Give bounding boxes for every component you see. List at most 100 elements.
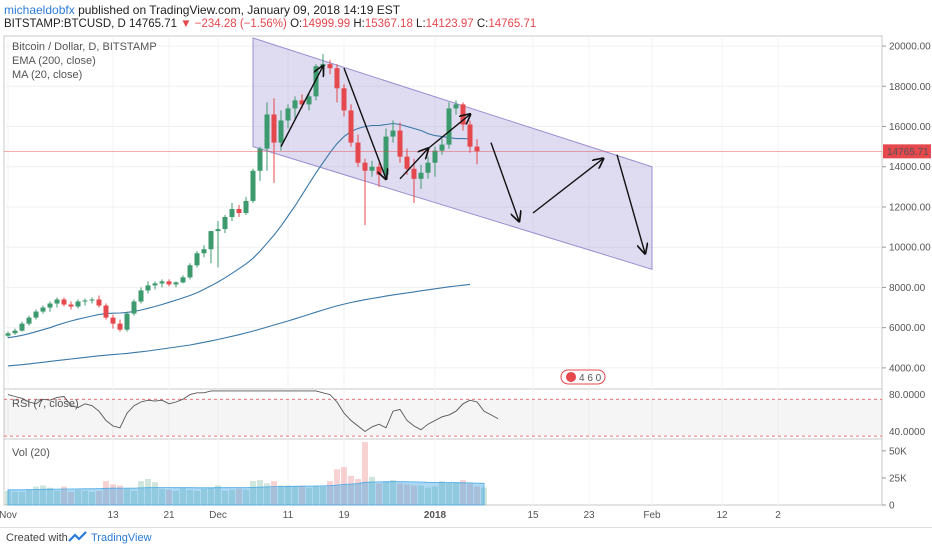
volume-bar	[292, 486, 298, 505]
volume-bar	[54, 490, 60, 505]
trend-arrow	[616, 154, 645, 254]
publication-header: michaeldobfx published on TradingView.co…	[4, 3, 400, 17]
change-value: ▼ −234.28 (−1.56%)	[180, 18, 287, 30]
volume-bar	[12, 492, 18, 505]
candle-body	[474, 146, 480, 152]
candle-body	[404, 156, 410, 169]
volume-bar	[222, 490, 228, 505]
volume-bar	[285, 485, 291, 505]
volume-bar	[68, 492, 74, 505]
trend-arrow	[532, 159, 603, 214]
volume-bar	[26, 489, 32, 505]
volume-bar	[236, 488, 242, 505]
symbol-label: BITSTAMP:BTCUSD, D	[4, 18, 126, 30]
volume-bar	[89, 492, 95, 505]
time-tick-label: 11	[283, 510, 294, 521]
last-price-tag-label: 14765.71	[887, 147, 929, 158]
candle-body	[61, 299, 67, 305]
candle-body	[383, 136, 389, 175]
volume-bar	[271, 481, 277, 505]
close-label: C:	[476, 18, 489, 30]
candle-body	[215, 229, 221, 232]
volume-bar	[96, 490, 102, 505]
time-tick-label: 2018	[424, 510, 447, 521]
volume-bar	[166, 489, 172, 505]
candle-body	[208, 231, 214, 250]
volume-bar	[117, 485, 123, 505]
volume-bar	[180, 487, 186, 505]
rsi-tick-label: 80.0000	[889, 390, 926, 401]
low-value: 14123.97	[425, 18, 474, 30]
candle-body	[166, 281, 172, 285]
candle-body	[320, 64, 326, 67]
price-tick-label: 16000.00	[889, 122, 931, 133]
trend-arrow	[490, 142, 519, 221]
candle-body	[446, 108, 452, 145]
volume-bar	[432, 486, 438, 505]
candle-body	[229, 208, 235, 218]
candle-body	[222, 217, 228, 230]
volume-bar	[138, 481, 144, 505]
candle-body	[327, 64, 333, 69]
volume-bar	[306, 487, 312, 505]
volume-bar	[362, 442, 368, 505]
volume-bar	[61, 486, 67, 505]
high-label: H:	[353, 18, 365, 30]
candle-body	[33, 311, 39, 318]
candle-body	[243, 200, 249, 214]
price-tick-label: 12000.00	[889, 202, 931, 213]
vol-label: Vol (20)	[12, 447, 50, 459]
volume-bar	[243, 489, 249, 505]
volume-bar	[474, 486, 480, 505]
footer: Created with TradingView	[0, 527, 932, 550]
volume-bar	[152, 482, 158, 505]
candle-body	[173, 282, 179, 285]
candle-body	[257, 148, 263, 171]
candle-body	[425, 162, 431, 173]
candle-body	[68, 304, 74, 307]
volume-bar	[208, 487, 214, 505]
volume-bar	[467, 483, 473, 505]
volume-bar	[376, 483, 382, 505]
time-tick-label: 15	[527, 510, 539, 521]
volume-bar	[19, 492, 25, 505]
candle-body	[138, 290, 144, 302]
candle-body	[187, 265, 193, 278]
author-link[interactable]: michaeldobfx	[4, 3, 75, 17]
candle-body	[54, 299, 60, 304]
price-tick-label: 8000.00	[889, 283, 926, 294]
volume-bar	[40, 485, 46, 505]
volume-bar	[390, 480, 396, 505]
candle-body	[348, 110, 354, 143]
tradingview-brand-link[interactable]: TradingView	[91, 532, 152, 544]
rsi-line	[7, 390, 499, 433]
candle-body	[124, 313, 130, 330]
volume-bar	[33, 486, 39, 505]
candle-body	[432, 150, 438, 163]
volume-bar	[124, 488, 130, 505]
created-with-text: Created with	[6, 532, 68, 544]
low-label: L:	[416, 18, 426, 30]
last-price-tag	[883, 144, 931, 159]
volume-bar	[131, 490, 137, 505]
trend-arrow	[399, 149, 428, 180]
volume-bar	[348, 475, 354, 505]
candle-body	[159, 281, 165, 284]
volume-bar	[278, 485, 284, 505]
legend-ma: MA (20, close)	[12, 69, 83, 81]
volume-bar	[418, 485, 424, 505]
price-tick-label: 6000.00	[889, 323, 926, 334]
flag-icon	[566, 371, 576, 382]
volume-bar	[145, 479, 151, 505]
candle-body	[299, 100, 305, 105]
candle-body	[12, 330, 18, 334]
candle-body	[117, 323, 123, 330]
candle-body	[201, 249, 207, 254]
candle-body	[292, 100, 298, 109]
open-value: 14999.99	[302, 18, 351, 30]
volume-bar	[355, 479, 361, 505]
candle-body	[376, 166, 382, 175]
volume-bar	[264, 483, 270, 505]
ohlc-header: BITSTAMP:BTCUSD, D 14765.71 ▼ −234.28 (−…	[4, 18, 536, 30]
